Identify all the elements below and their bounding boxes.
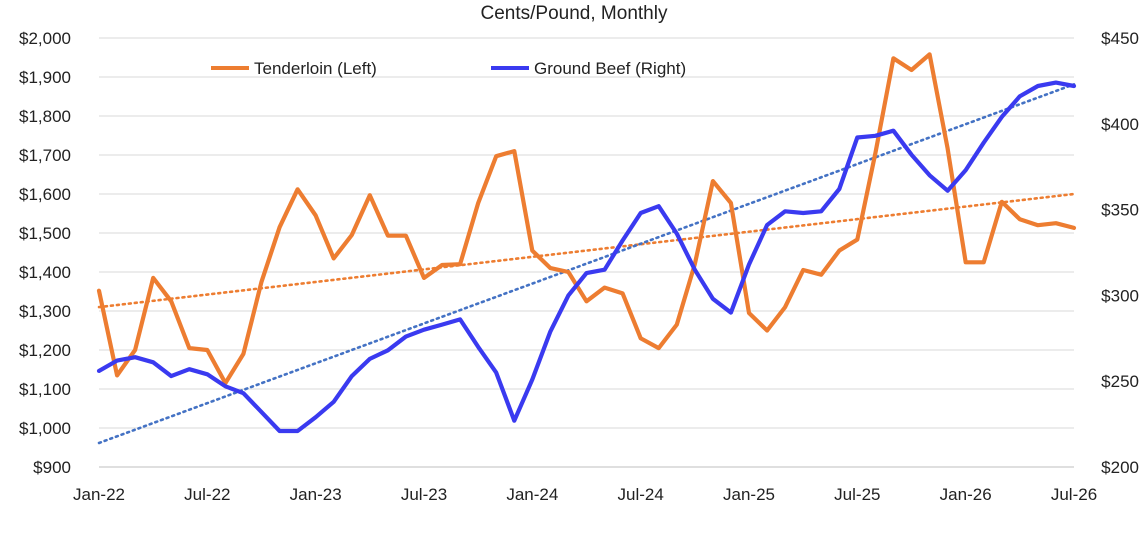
- legend-label-tenderloin: Tenderloin (Left): [254, 59, 377, 78]
- x-axis-tick-label: Jul-23: [401, 485, 447, 504]
- x-axis-tick-label: Jul-25: [834, 485, 880, 504]
- right-axis-tick-label: $450: [1101, 29, 1139, 48]
- series-lines: [96, 52, 1077, 434]
- x-axis-tick-label: Jan-23: [290, 485, 342, 504]
- left-axis-tick-label: $1,000: [19, 419, 71, 438]
- left-axis-tick-label: $1,500: [19, 224, 71, 243]
- right-axis-tick-label: $300: [1101, 286, 1139, 305]
- right-axis-ticks: $200 $250 $300 $350 $400 $450: [1101, 29, 1139, 477]
- left-axis-tick-label: $1,200: [19, 341, 71, 360]
- left-axis-tick-label: $900: [33, 458, 71, 477]
- x-axis-tick-label: Jan-25: [723, 485, 775, 504]
- x-axis-tick-label: Jul-22: [184, 485, 230, 504]
- left-axis-tick-label: $1,800: [19, 107, 71, 126]
- left-axis-tick-label: $1,700: [19, 146, 71, 165]
- left-axis-tick-label: $2,000: [19, 29, 71, 48]
- tenderloin-series-line: [96, 52, 1077, 386]
- right-axis-tick-label: $350: [1101, 201, 1139, 220]
- right-axis-tick-label: $400: [1101, 115, 1139, 134]
- x-axis-tick-label: Jul-26: [1051, 485, 1097, 504]
- tenderloin-trendline: [97, 192, 1076, 309]
- left-axis-ticks: $900 $1,000 $1,100 $1,200 $1,300 $1,400 $1,500…: [19, 29, 71, 477]
- left-axis-tick-label: $1,100: [19, 380, 71, 399]
- ground-beef-trendline: [97, 83, 1076, 445]
- right-axis-tick-label: $200: [1101, 458, 1139, 477]
- ground-beef-series-line: [96, 80, 1077, 434]
- left-axis-tick-label: $1,600: [19, 185, 71, 204]
- legend-label-ground-beef: Ground Beef (Right): [534, 59, 686, 78]
- left-axis-tick-label: $1,900: [19, 68, 71, 87]
- chart-title: Cents/Pound, Monthly: [481, 3, 668, 24]
- right-axis-tick-label: $250: [1101, 372, 1139, 391]
- x-axis-ticks: Jan-22 Jul-22 Jan-23 Jul-23 Jan-24 Jul-24 Jan-…: [73, 485, 1097, 504]
- gridlines: [99, 37, 1074, 468]
- legend: Tenderloin (Left) Ground Beef (Right): [211, 59, 686, 78]
- x-axis-tick-label: Jan-24: [506, 485, 558, 504]
- x-axis-tick-label: Jan-22: [73, 485, 125, 504]
- x-axis-tick-label: Jul-24: [618, 485, 664, 504]
- left-axis-tick-label: $1,400: [19, 263, 71, 282]
- x-axis-tick-label: Jan-26: [940, 485, 992, 504]
- left-axis-tick-label: $1,300: [19, 302, 71, 321]
